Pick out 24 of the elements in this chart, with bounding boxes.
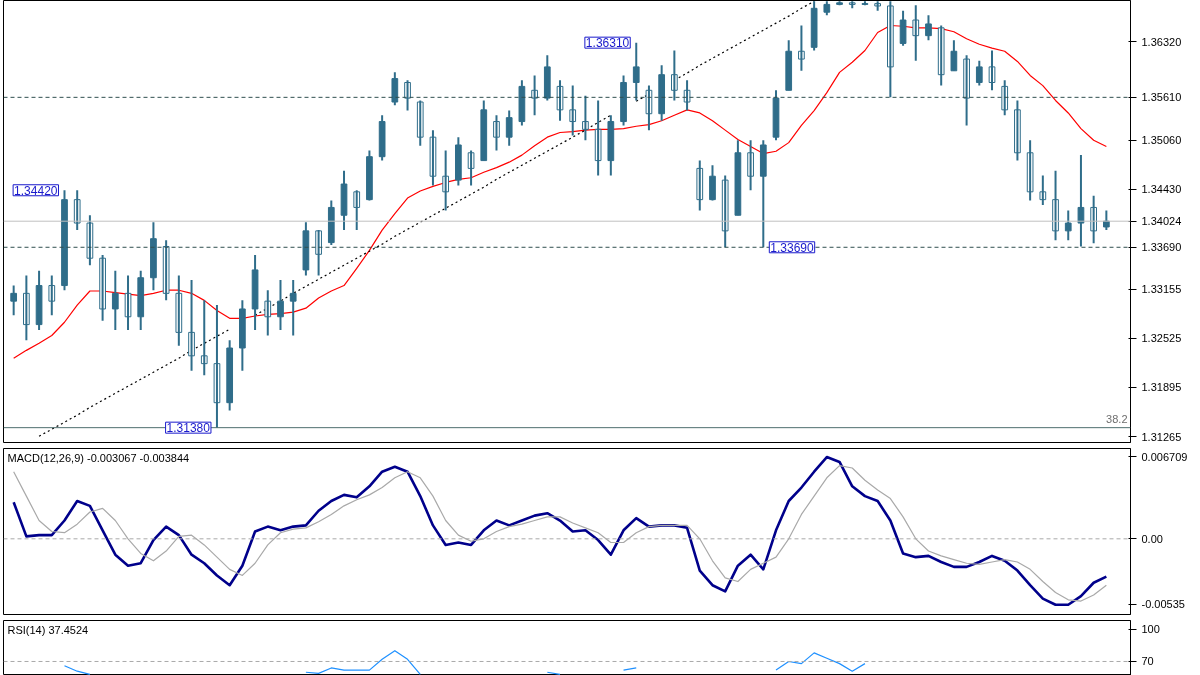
text: 1.31380 xyxy=(166,421,210,436)
y-tick-label: -0.00535 xyxy=(1141,598,1185,611)
chart-title: RSI(14) 37.4524 xyxy=(7,623,89,636)
annotation: 38.2 xyxy=(1106,412,1128,425)
ref-line-label: 1.33690 xyxy=(1141,241,1182,254)
ref-line-label: 1.35610 xyxy=(1141,91,1182,104)
text: 1.33690 xyxy=(770,240,814,255)
candlestick xyxy=(874,0,882,12)
y-tick-label: 1.32525 xyxy=(1141,332,1182,345)
chart-title: MACD(12,26,9) -0.003067 -0.003844 xyxy=(7,451,190,464)
candlestick xyxy=(836,0,843,7)
text: 1.34420 xyxy=(14,183,58,198)
y-tick-label: 1.31265 xyxy=(1141,430,1182,443)
ref-line-label: 1.34024 xyxy=(1141,215,1182,228)
y-tick-label: 1.31895 xyxy=(1141,381,1182,394)
y-tick-label: 0.006709 xyxy=(1141,450,1188,463)
y-tick-label: 100 xyxy=(1141,623,1160,636)
y-tick-label: 1.33155 xyxy=(1141,283,1182,296)
y-tick-label: 1.34430 xyxy=(1141,183,1182,196)
y-tick-label: 1.35060 xyxy=(1141,134,1182,147)
y-tick-label: 0.00 xyxy=(1141,532,1163,545)
y-tick-label: 70 xyxy=(1141,655,1154,668)
text: 1.36310 xyxy=(585,36,630,51)
y-tick-label: 1.36320 xyxy=(1141,35,1182,48)
